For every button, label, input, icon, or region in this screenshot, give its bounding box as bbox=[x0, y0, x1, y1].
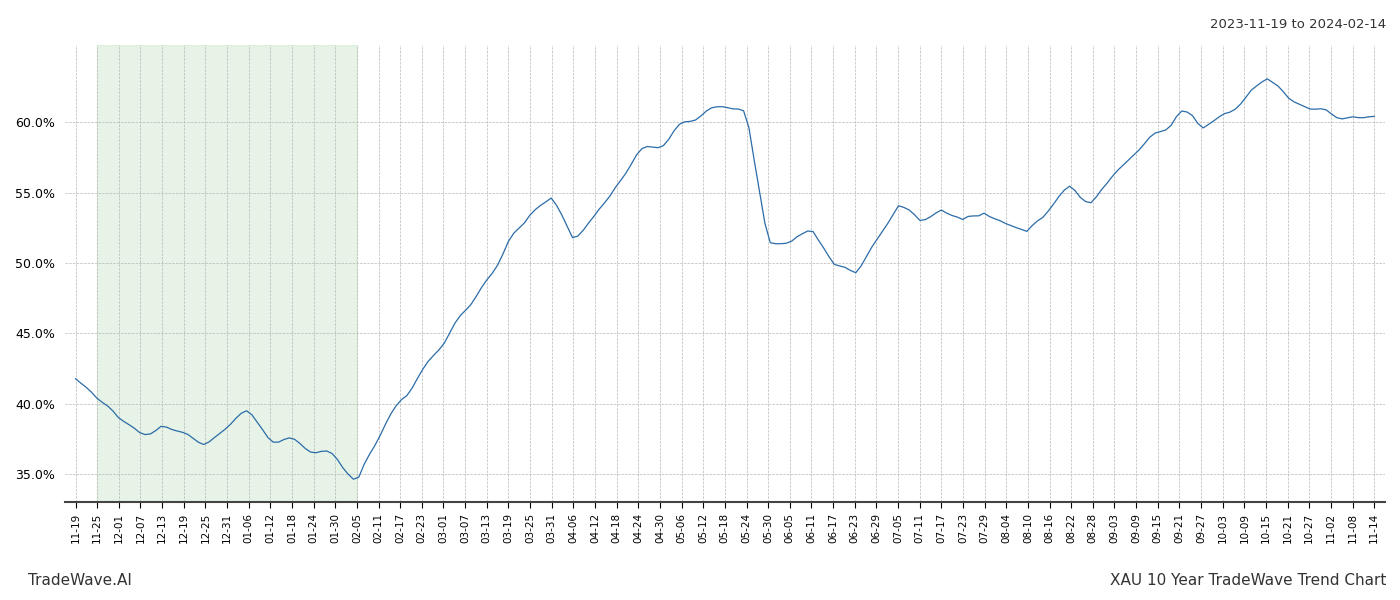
Text: XAU 10 Year TradeWave Trend Chart: XAU 10 Year TradeWave Trend Chart bbox=[1110, 573, 1386, 588]
Text: 2023-11-19 to 2024-02-14: 2023-11-19 to 2024-02-14 bbox=[1210, 18, 1386, 31]
Bar bbox=[97, 45, 357, 502]
Text: TradeWave.AI: TradeWave.AI bbox=[28, 573, 132, 588]
